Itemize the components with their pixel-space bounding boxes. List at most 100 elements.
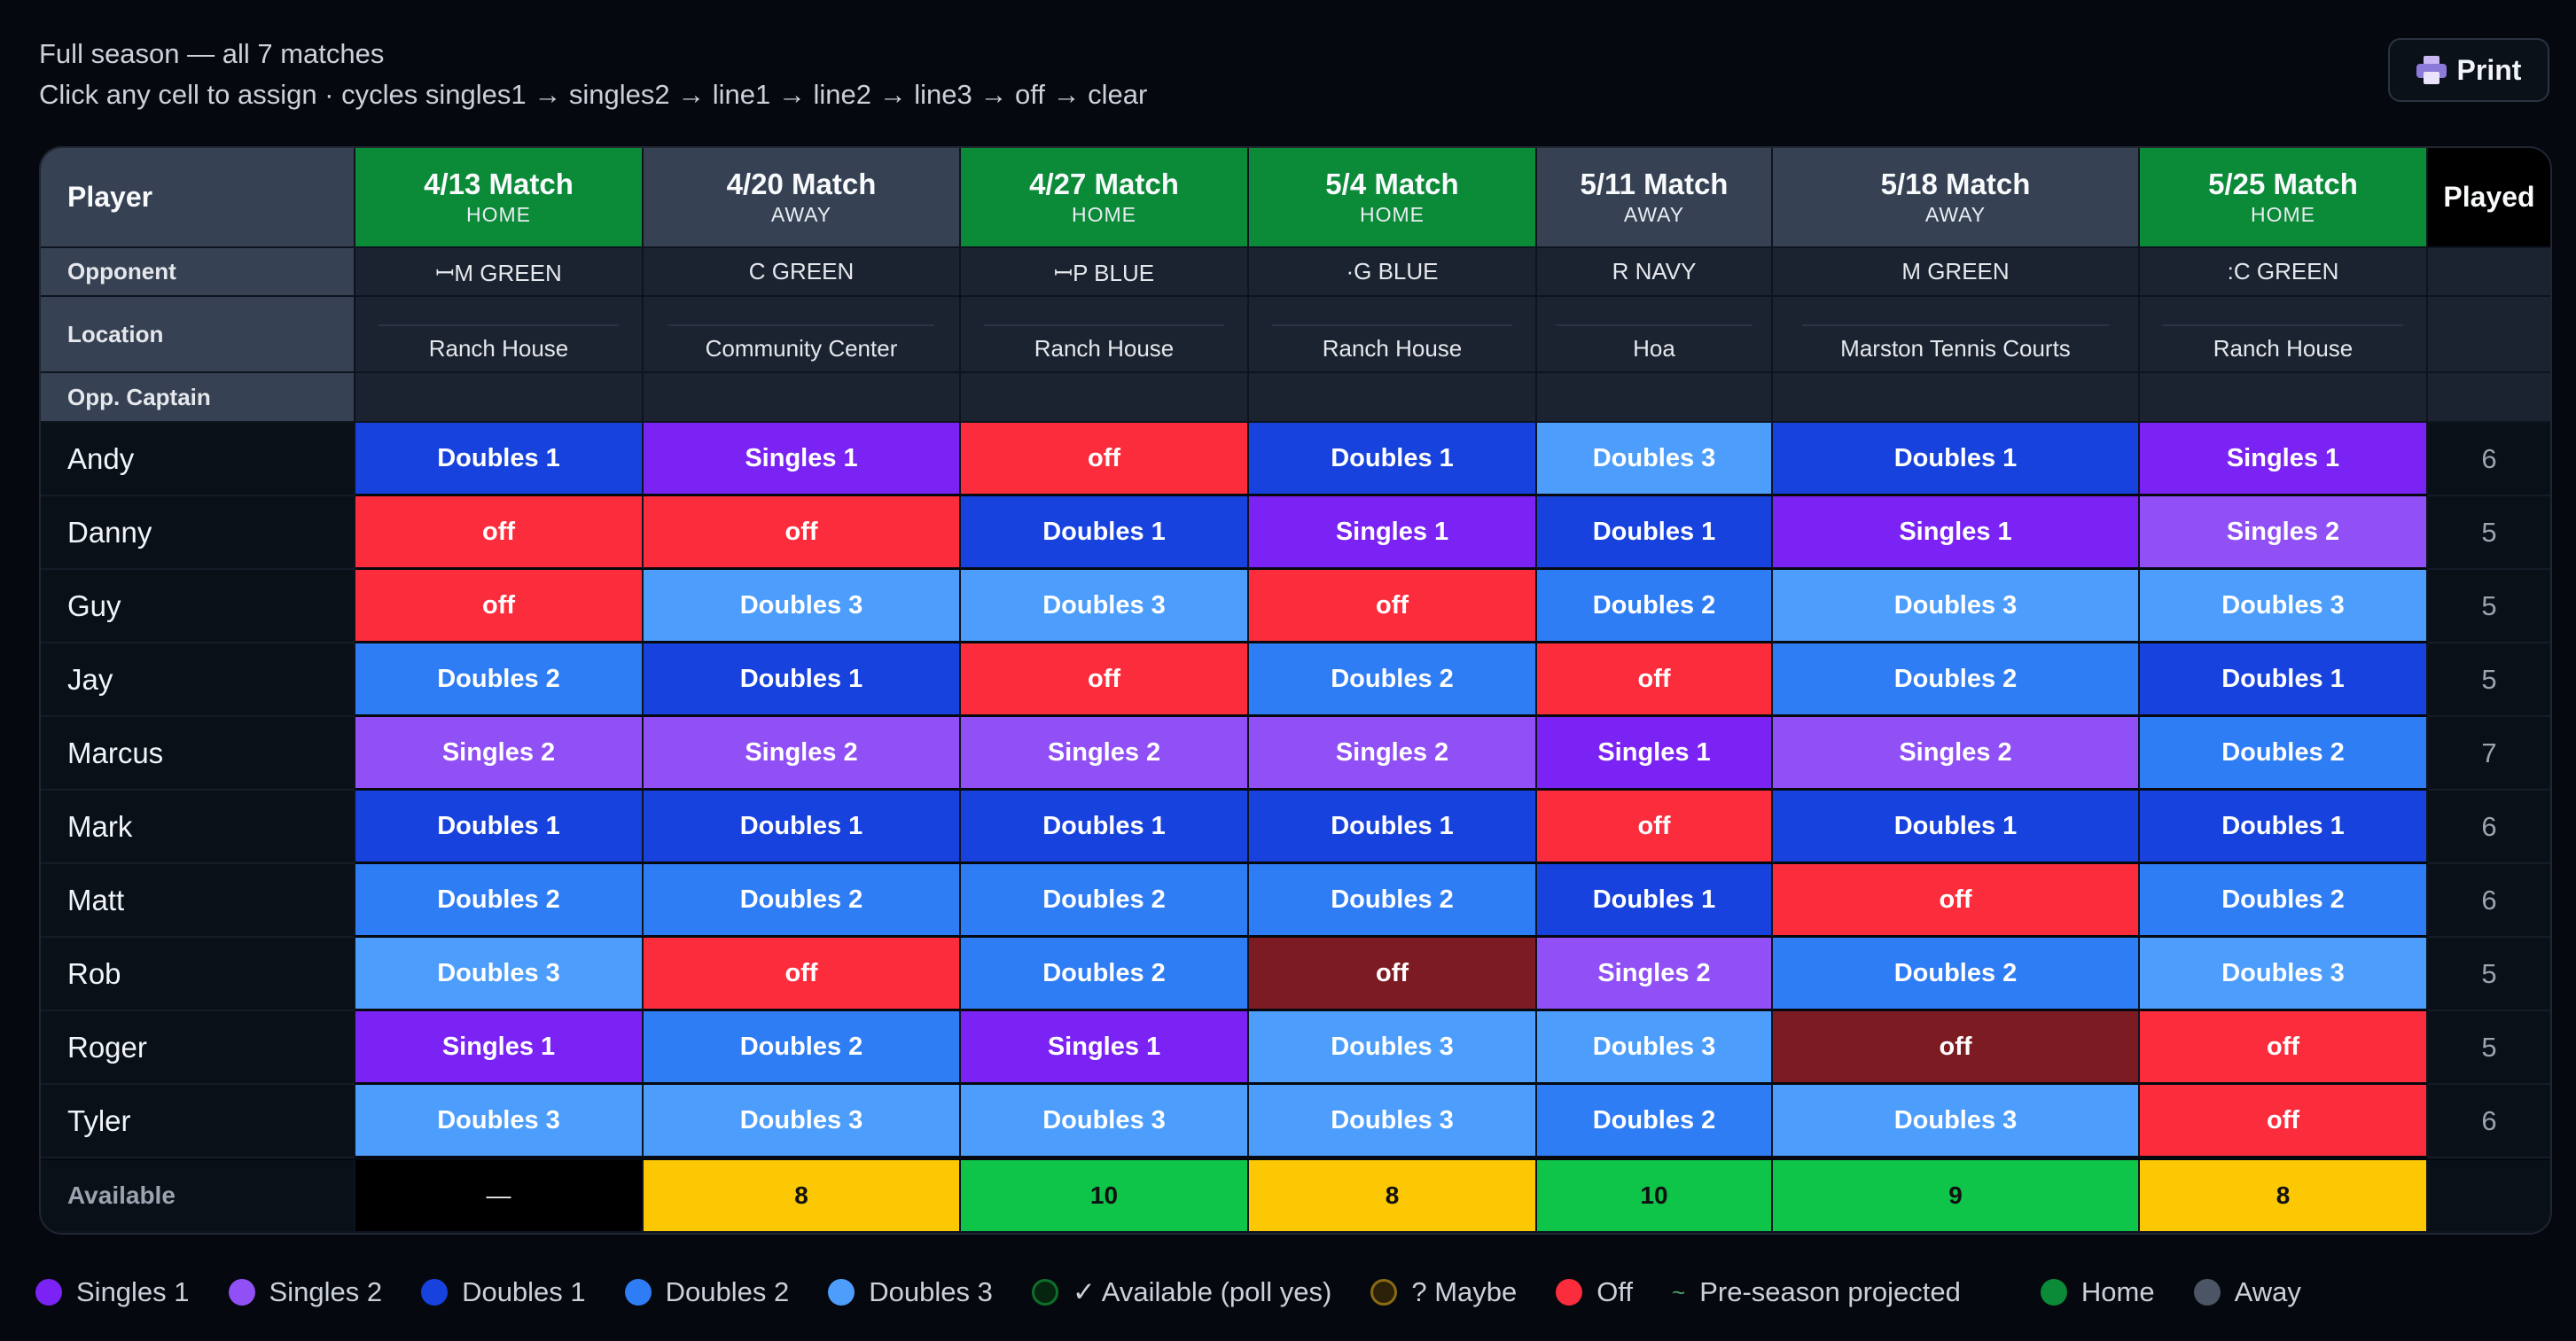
- match-header[interactable]: 5/25 Match HOME: [2140, 148, 2428, 248]
- assignment-cell[interactable]: Doubles 1: [1249, 423, 1537, 496]
- assignment-cell[interactable]: Singles 1: [2140, 423, 2428, 496]
- player-name: Danny: [41, 496, 355, 570]
- assignment-cell[interactable]: Doubles 2: [644, 1011, 961, 1085]
- played-count: 6: [2428, 791, 2550, 864]
- location-cell: Marston Tennis Courts: [1773, 297, 2140, 373]
- assignment-cell[interactable]: off: [1249, 938, 1537, 1011]
- assignment-cell[interactable]: Doubles 1: [644, 643, 961, 717]
- assignment-cell[interactable]: Doubles 1: [2140, 643, 2428, 717]
- assignment-cell[interactable]: Doubles 2: [644, 864, 961, 938]
- available-count: 8: [1249, 1160, 1537, 1233]
- opponent-cell: :C GREEN: [2140, 248, 2428, 297]
- assignment-cell[interactable]: off: [2140, 1011, 2428, 1085]
- match-header[interactable]: 5/4 Match HOME: [1249, 148, 1537, 248]
- assignment-cell[interactable]: off: [1773, 1011, 2140, 1085]
- assignment-cell[interactable]: Doubles 1: [1249, 791, 1537, 864]
- assignment-cell[interactable]: off: [961, 643, 1249, 717]
- assignment-cell[interactable]: Doubles 1: [1773, 791, 2140, 864]
- assignment-cell[interactable]: Doubles 2: [961, 938, 1249, 1011]
- assignment-cell[interactable]: off: [355, 570, 644, 643]
- assignment-cell[interactable]: off: [644, 938, 961, 1011]
- assignment-cell[interactable]: Doubles 2: [1249, 864, 1537, 938]
- played-count: 5: [2428, 496, 2550, 570]
- assignment-cell[interactable]: Doubles 1: [961, 791, 1249, 864]
- available-count: 9: [1773, 1160, 2140, 1233]
- match-header[interactable]: 5/11 Match AWAY: [1537, 148, 1773, 248]
- assignment-cell[interactable]: off: [355, 496, 644, 570]
- assignment-cell[interactable]: Doubles 3: [1249, 1085, 1537, 1158]
- legend: Singles 1 Singles 2 Doubles 1 Doubles 2 Doub…: [35, 1276, 2340, 1308]
- available-count: 8: [644, 1160, 961, 1233]
- available-row: Available — 8 10 8 10 9 8: [41, 1160, 2550, 1233]
- legend-label: ✓ Available (poll yes): [1072, 1276, 1332, 1307]
- assignment-cell[interactable]: Doubles 3: [1249, 1011, 1537, 1085]
- assignment-cell[interactable]: Doubles 1: [1773, 423, 2140, 496]
- assignment-cell[interactable]: off: [961, 423, 1249, 496]
- assignment-cell[interactable]: Doubles 2: [2140, 717, 2428, 791]
- location-label: Location: [41, 297, 355, 373]
- assignment-cell[interactable]: off: [1773, 864, 2140, 938]
- assignment-cell[interactable]: Doubles 3: [355, 1085, 644, 1158]
- assignment-cell[interactable]: Singles 1: [961, 1011, 1249, 1085]
- assignment-cell[interactable]: Doubles 1: [2140, 791, 2428, 864]
- print-button[interactable]: Print: [2388, 38, 2549, 102]
- assignment-cell[interactable]: Doubles 3: [1537, 1011, 1773, 1085]
- assignment-cell[interactable]: Doubles 3: [1773, 570, 2140, 643]
- assignment-cell[interactable]: Doubles 1: [644, 791, 961, 864]
- assignment-cell[interactable]: Doubles 2: [355, 864, 644, 938]
- legend-item: Doubles 2: [624, 1276, 789, 1308]
- assignment-cell[interactable]: Doubles 1: [961, 496, 1249, 570]
- assignment-cell[interactable]: Doubles 3: [1773, 1085, 2140, 1158]
- assignment-cell[interactable]: Singles 2: [1773, 717, 2140, 791]
- assignment-cell[interactable]: off: [1249, 570, 1537, 643]
- assignment-cell[interactable]: Doubles 2: [1537, 1085, 1773, 1158]
- assignment-cell[interactable]: Doubles 1: [1537, 864, 1773, 938]
- assignment-cell[interactable]: Doubles 1: [355, 423, 644, 496]
- assignment-cell[interactable]: Singles 2: [2140, 496, 2428, 570]
- match-header[interactable]: 4/20 Match AWAY: [644, 148, 961, 248]
- assignment-cell[interactable]: Doubles 3: [644, 1085, 961, 1158]
- assignment-cell[interactable]: Doubles 2: [1773, 643, 2140, 717]
- assignment-cell[interactable]: Singles 2: [644, 717, 961, 791]
- assignment-cell[interactable]: Singles 2: [961, 717, 1249, 791]
- assignment-cell[interactable]: off: [1537, 643, 1773, 717]
- assignment-cell[interactable]: Doubles 2: [355, 643, 644, 717]
- assignment-cell[interactable]: Doubles 2: [1537, 570, 1773, 643]
- legend-item: ✓ Available (poll yes): [1031, 1276, 1332, 1308]
- location-cell: Ranch House: [2140, 297, 2428, 373]
- assignment-cell[interactable]: Doubles 1: [355, 791, 644, 864]
- played-count: 5: [2428, 1011, 2550, 1085]
- match-header[interactable]: 4/27 Match HOME: [961, 148, 1249, 248]
- page-subtitle: Full season — all 7 matches Click any ce…: [39, 34, 1147, 115]
- assignment-cell[interactable]: Doubles 2: [961, 864, 1249, 938]
- assignment-cell[interactable]: Singles 1: [644, 423, 961, 496]
- assignment-cell[interactable]: Doubles 3: [1537, 423, 1773, 496]
- assignment-cell[interactable]: Doubles 3: [2140, 570, 2428, 643]
- legend-label: Off: [1596, 1276, 1634, 1307]
- assignment-cell[interactable]: Doubles 3: [355, 938, 644, 1011]
- assignment-cell[interactable]: Doubles 2: [2140, 864, 2428, 938]
- legend-item: ~ Pre-season projected: [1672, 1276, 1961, 1308]
- legend-item: ? Maybe: [1370, 1276, 1517, 1308]
- legend-swatch-icon: [2040, 1279, 2067, 1306]
- assignment-cell[interactable]: Doubles 3: [2140, 938, 2428, 1011]
- assignment-cell[interactable]: off: [2140, 1085, 2428, 1158]
- assignment-cell[interactable]: Singles 1: [1249, 496, 1537, 570]
- match-header[interactable]: 4/13 Match HOME: [355, 148, 644, 248]
- assignment-cell[interactable]: Doubles 3: [961, 570, 1249, 643]
- assignment-cell[interactable]: Doubles 1: [1537, 496, 1773, 570]
- assignment-cell[interactable]: Singles 2: [355, 717, 644, 791]
- assignment-cell[interactable]: Singles 2: [1537, 938, 1773, 1011]
- assignment-cell[interactable]: Singles 1: [1773, 496, 2140, 570]
- assignment-cell[interactable]: Doubles 2: [1773, 938, 2140, 1011]
- assignment-cell[interactable]: Doubles 3: [961, 1085, 1249, 1158]
- available-count: 8: [2140, 1160, 2428, 1233]
- assignment-cell[interactable]: Singles 1: [1537, 717, 1773, 791]
- match-header[interactable]: 5/18 Match AWAY: [1773, 148, 2140, 248]
- assignment-cell[interactable]: Singles 2: [1249, 717, 1537, 791]
- assignment-cell[interactable]: Singles 1: [355, 1011, 644, 1085]
- assignment-cell[interactable]: Doubles 3: [644, 570, 961, 643]
- assignment-cell[interactable]: off: [644, 496, 961, 570]
- assignment-cell[interactable]: off: [1537, 791, 1773, 864]
- assignment-cell[interactable]: Doubles 2: [1249, 643, 1537, 717]
